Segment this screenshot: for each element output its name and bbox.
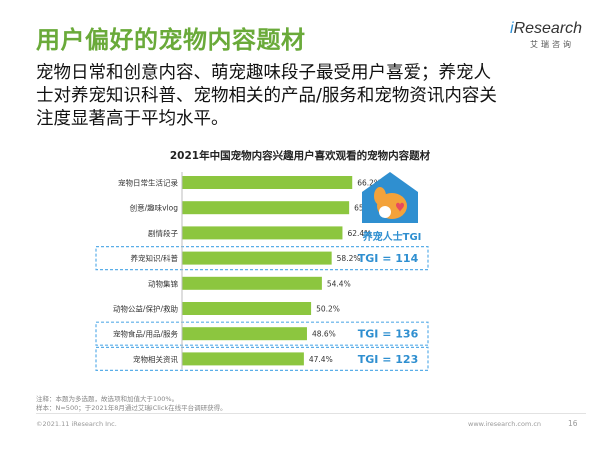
bar <box>182 226 343 240</box>
tgi-label: TGI = 136 <box>358 328 419 341</box>
pet-home-icon <box>362 172 418 223</box>
footnote: 注释：本题为多选题，故选项和加值大于100%。 样本：N=500；于2021年8… <box>36 395 227 412</box>
website-link[interactable]: www.iresearch.com.cn <box>468 420 542 428</box>
bar <box>182 352 304 366</box>
logo-wordmark: iResearch <box>510 20 583 37</box>
chart-title: 2021年中国宠物内容兴趣用户喜欢观看的宠物内容题材 <box>169 150 431 162</box>
bar <box>182 327 307 341</box>
page-subtitle: 宠物日常和创意内容、萌宠趣味段子最受用户喜爱；养宠人 士对养宠知识科普、宠物相关… <box>36 62 566 131</box>
subtitle-line: 士对养宠知识科普、宠物相关的产品/服务和宠物资讯内容关 <box>36 86 497 106</box>
bar <box>182 302 312 315</box>
footnote-line: 注释：本题为多选题，故选项和加值大于100%。 <box>36 395 179 403</box>
category-label: 养宠知识/科普 <box>130 253 178 263</box>
logo-subtitle: 艾瑞咨询 <box>530 40 574 49</box>
category-label: 动物公益/保护/救助 <box>113 304 178 314</box>
value-label: 66.2% <box>357 179 381 188</box>
bar <box>182 176 353 189</box>
value-label: 58.2% <box>337 254 361 263</box>
category-label: 动物集锦 <box>148 278 178 288</box>
copyright: ©2021.11 iResearch Inc. <box>36 420 117 428</box>
footer-divider <box>36 413 586 414</box>
tgi-label: TGI = 114 <box>358 252 419 265</box>
category-label: 剧情段子 <box>148 228 178 238</box>
value-label: 62.4% <box>347 229 371 238</box>
value-label: 47.4% <box>309 355 333 364</box>
bar <box>182 251 332 265</box>
page-number: 16 <box>568 419 578 428</box>
highlight-frame <box>95 321 429 346</box>
subtitle-line: 宠物日常和创意内容、萌宠趣味段子最受用户喜爱；养宠人 <box>36 63 491 83</box>
bar <box>182 201 350 215</box>
category-label: 宠物食品/用品/服务 <box>113 329 179 339</box>
tgi-label: TGI = 123 <box>358 353 418 366</box>
highlight-frame <box>95 346 429 371</box>
subtitle-line: 注度显著高于平均水平。 <box>36 109 229 129</box>
badge-label: 养宠人士TGI <box>362 232 422 243</box>
category-label: 创意/趣味vlog <box>130 203 179 213</box>
page-title: 用户偏好的宠物内容题材 <box>36 26 306 54</box>
footnote-line: 样本：N=500；于2021年8月通过艾瑞iClick在线平台调研获得。 <box>36 403 227 412</box>
value-label: 54.4% <box>327 279 351 288</box>
value-label: 50.2% <box>316 305 340 314</box>
iresearch-logo: iResearch 艾瑞咨询 <box>510 20 586 50</box>
highlight-frame <box>95 246 429 271</box>
category-label: 宠物日常生活记录 <box>118 178 178 188</box>
bar <box>182 276 322 290</box>
category-label: 宠物相关资讯 <box>133 354 178 364</box>
value-label: 48.6% <box>312 330 336 339</box>
